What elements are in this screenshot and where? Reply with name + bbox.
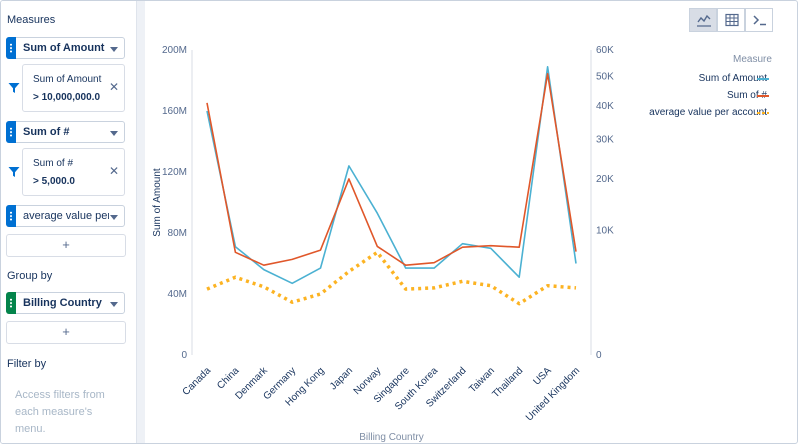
- filter-row-sum-of-count: Sum of # > 5,000.0 ✕: [6, 148, 126, 196]
- measure-pill-average-value[interactable]: average value per...: [6, 205, 125, 227]
- filter-hint: Access filters from each measure's menu.: [15, 389, 105, 435]
- filter-box[interactable]: Sum of Amount > 10,000,000.0 ✕: [22, 64, 125, 112]
- legend-title: Measure: [733, 54, 772, 65]
- series-line-1: [206, 72, 577, 266]
- y-left-axis-title: Sum of Amount: [152, 168, 163, 237]
- left-panel: Measures Sum of Amount Sum of Amount > 1…: [1, 1, 136, 443]
- group-label: Billing Country: [23, 297, 102, 309]
- measure-label: Sum of #: [23, 126, 70, 138]
- chart-view-button[interactable]: [689, 8, 717, 32]
- filter-box[interactable]: Sum of # > 5,000.0 ✕: [22, 148, 125, 196]
- line-chart-icon: [697, 14, 711, 27]
- x-tick-label: Japan: [328, 365, 355, 392]
- legend-swatch: [757, 78, 769, 80]
- filter-condition: > 10,000,000.0: [33, 92, 101, 103]
- table-icon: [725, 13, 739, 27]
- x-tick-label: Canada: [181, 365, 214, 398]
- y-right-tick-label: 10K: [596, 225, 614, 236]
- line-chart: 0 40M 80M 120M 160M 200M 0 10K 20K 30K 40K 50K 60K Ca…: [152, 45, 614, 443]
- query-mode-button[interactable]: [745, 8, 773, 32]
- filter-icon: [8, 167, 20, 177]
- chevron-down-icon[interactable]: [110, 302, 118, 307]
- drag-handle-icon[interactable]: [6, 292, 16, 314]
- y-left-tick-label: 200M: [162, 45, 187, 56]
- y-right-tick-label: 60K: [596, 45, 614, 56]
- panel-divider[interactable]: [136, 1, 145, 443]
- y-left-tick-label: 160M: [162, 106, 187, 117]
- legend-swatch: [757, 112, 769, 114]
- legend-item-sum-of-amount[interactable]: Sum of Amount: [698, 73, 767, 84]
- drag-handle-icon[interactable]: [6, 205, 16, 227]
- y-left-tick-label: 120M: [162, 167, 187, 178]
- table-view-button[interactable]: [717, 8, 745, 32]
- legend-swatch: [757, 95, 769, 97]
- close-icon[interactable]: ✕: [108, 80, 119, 94]
- x-tick-label: USA: [531, 365, 554, 388]
- drag-handle-icon[interactable]: [6, 37, 16, 59]
- y-right-tick-label: 50K: [596, 72, 614, 83]
- chevron-down-icon[interactable]: [110, 47, 118, 52]
- measure-label: average value per...: [23, 210, 109, 222]
- filter-icon: [8, 83, 20, 93]
- console-icon: [753, 15, 766, 26]
- measures-title: Measures: [7, 14, 56, 26]
- y-right-tick-label: 30K: [596, 134, 614, 145]
- filter-by-title: Filter by: [7, 358, 47, 370]
- group-pill-billing-country[interactable]: Billing Country: [6, 292, 125, 314]
- x-tick-label: Thailand: [490, 365, 525, 400]
- legend-item-sum-of-count[interactable]: Sum of #: [726, 90, 767, 101]
- drag-handle-icon[interactable]: [6, 121, 16, 143]
- filter-condition: > 5,000.0: [33, 176, 75, 187]
- measure-pill-sum-of-count[interactable]: Sum of #: [6, 121, 125, 143]
- chevron-down-icon[interactable]: [110, 131, 118, 136]
- chevron-down-icon[interactable]: [110, 215, 118, 220]
- y-right-tick-label: 40K: [596, 101, 614, 112]
- add-group-button[interactable]: +: [6, 321, 126, 344]
- measure-pill-sum-of-amount[interactable]: Sum of Amount: [6, 37, 125, 59]
- filter-field: Sum of Amount: [33, 74, 102, 85]
- x-axis-title: Billing Country: [359, 432, 423, 443]
- filter-field: Sum of #: [33, 158, 74, 169]
- series-line-0: [206, 65, 577, 285]
- x-tick-label: United Kingdom: [524, 365, 582, 423]
- x-tick-label: China: [215, 365, 242, 392]
- series-line-2: [206, 250, 577, 306]
- add-measure-button[interactable]: +: [6, 234, 126, 257]
- filter-row-sum-of-amount: Sum of Amount > 10,000,000.0 ✕: [6, 64, 126, 112]
- y-left-tick-label: 40M: [168, 289, 187, 300]
- legend-item-average-value[interactable]: average value per account: [649, 107, 767, 118]
- y-right-tick-label: 20K: [596, 174, 614, 185]
- measure-label: Sum of Amount: [23, 42, 105, 54]
- y-left-tick-label: 0: [181, 350, 187, 361]
- group-by-title: Group by: [7, 270, 53, 282]
- y-right-tick-label: 0: [596, 350, 602, 361]
- y-left-tick-label: 80M: [168, 228, 187, 239]
- close-icon[interactable]: ✕: [108, 164, 119, 178]
